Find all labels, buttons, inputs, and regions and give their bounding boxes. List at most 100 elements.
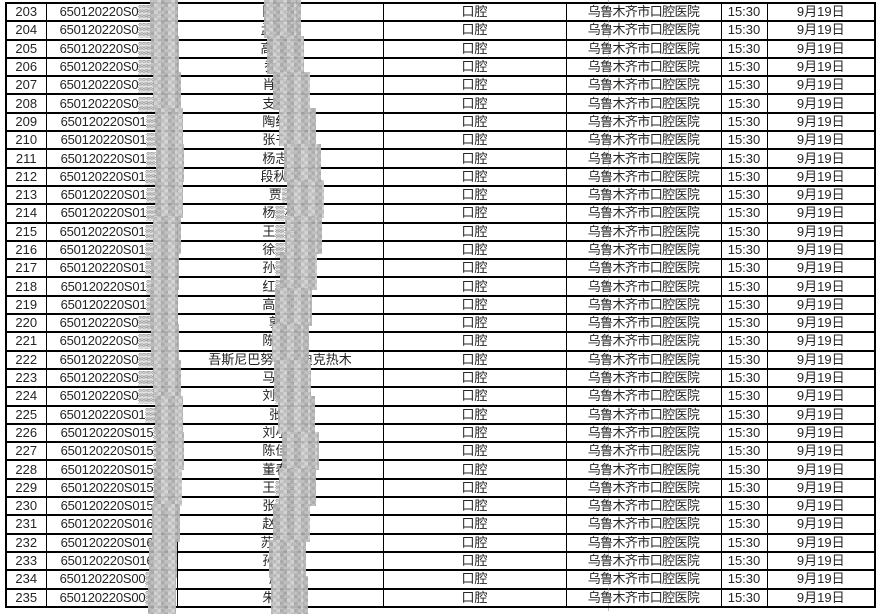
applicant-id-cell: 650120220S0▒▒5 [45,56,178,78]
department-cell: 口腔 [382,20,567,41]
date-cell: 9月19日 [766,514,876,535]
time-cell: 15:30 [720,166,768,187]
hospital-cell: 乌鲁木齐市口腔医院 [565,532,722,553]
row-number-cell: 207 [5,75,47,96]
time-cell: 15:30 [720,331,768,352]
date-cell: 9月19日 [766,148,876,169]
date-cell: 9月19日 [766,422,876,444]
date-cell: 9月19日 [766,203,876,224]
date-cell: 9月19日 [766,221,876,242]
applicant-name-cell: 贾▒ [176,184,384,206]
date-cell: 9月19日 [766,111,876,133]
row-number-cell: 224 [5,386,47,407]
table-row: 232 650120220S016▒ 苏贝贝 口腔 乌鲁木齐市口腔医院 15:3… [5,532,876,553]
table-row: 215 650120220S01▒▒ 王▒浩 口腔 乌鲁木齐市口腔医院 15:3… [5,221,876,242]
row-number-cell: 209 [5,111,47,133]
table-row: 222 650120220S0▒▒1 吾斯尼巴努·▒布迪克热木 口腔 乌鲁木齐市… [5,349,876,370]
applicant-id-cell: 650120220S016▒ [45,550,178,572]
time-cell: 15:30 [720,56,768,78]
applicant-id-cell: 650120220S01▒▒ [45,221,178,242]
applicant-id-cell: 650120220S015▒ [45,441,178,462]
department-cell: 口腔 [382,441,567,462]
table-row: 216 650120220S01▒▒ 徐▒明 口腔 乌鲁木齐市口腔医院 15:3… [5,239,876,261]
hospital-cell: 乌鲁木齐市口腔医院 [565,166,722,187]
hospital-cell: 乌鲁木齐市口腔医院 [565,56,722,78]
hospital-cell: 乌鲁木齐市口腔医院 [565,276,722,297]
hospital-cell: 乌鲁木齐市口腔医院 [565,495,722,517]
applicant-id-cell: 650120220S01▒▒ [45,404,178,425]
applicant-id-cell: 650120220S01▒2 [45,184,178,206]
date-cell: 9月19日 [766,349,876,370]
date-cell: 9月19日 [766,258,876,279]
hospital-cell: 乌鲁木齐市口腔医院 [565,367,722,389]
mosaic-id-segment [149,540,177,578]
row-number-cell: 229 [5,477,47,499]
row-number-cell: 232 [5,532,47,553]
table-row: 220 650120220S0▒▒9 郭▒ 口腔 乌鲁木齐市口腔医院 15:30… [5,313,876,334]
date-cell: 9月19日 [766,184,876,206]
table-row: 224 650120220S0▒▒3 刘▒雪 口腔 乌鲁木齐市口腔医院 15:3… [5,386,876,407]
mosaic-id-segment [150,288,178,326]
row-number-cell: 208 [5,93,47,114]
mosaic-name-segment [269,540,306,578]
department-cell: 口腔 [382,166,567,187]
table-row: 229 650120220S015▒ 王▒言 口腔 乌鲁木齐市口腔医院 15:3… [5,477,876,499]
time-cell: 15:30 [720,422,768,444]
date-cell: 9月19日 [766,587,876,608]
mosaic-id-segment [151,324,179,362]
department-cell: 口腔 [382,111,567,133]
time-cell: 15:30 [720,367,768,389]
table-row: 212 650120220S01▒▒ 段秋雨 口腔 乌鲁木齐市口腔医院 15:3… [5,166,876,187]
time-cell: 15:30 [720,532,768,553]
time-cell: 15:30 [720,148,768,169]
mosaic-name-segment [264,0,301,38]
time-cell: 15:30 [720,130,768,151]
date-cell: 9月19日 [766,550,876,572]
applicant-id-cell: 650120220S016▒ [45,514,178,535]
department-cell: 口腔 [382,93,567,114]
row-number-cell: 223 [5,367,47,389]
department-cell: 口腔 [382,75,567,96]
mosaic-name-segment [273,504,310,542]
department-cell: 口腔 [382,459,567,480]
date-cell: 9月19日 [766,166,876,187]
hospital-cell: 乌鲁木齐市口腔医院 [565,313,722,334]
row-number-cell: 226 [5,422,47,444]
table-row: 211 650120220S01▒0 杨志▒ 口腔 乌鲁木齐市口腔医院 15:3… [5,148,876,169]
table-row: 218 650120220S01▒7 红▒林 口腔 乌鲁木齐市口腔医院 15:3… [5,276,876,297]
time-cell: 15:30 [720,38,768,59]
applicant-name-cell: 段秋雨 [176,166,384,187]
table-row: 233 650120220S016▒ 孙山▒ 口腔 乌鲁木齐市口腔医院 15:3… [5,550,876,572]
applicant-id-cell: 650120220S0▒▒7 [45,93,178,114]
table-row: 203 650120220S0▒▒2 陈▒永 口腔 乌鲁木齐市口腔医院 15:3… [5,1,876,23]
table-row: 219 650120220S01▒8 高▒明 口腔 乌鲁木齐市口腔医院 15:3… [5,294,876,316]
applicant-name-cell: 陈佳▒ [176,441,384,462]
time-cell: 15:30 [720,221,768,242]
row-number-cell: 203 [5,1,47,23]
row-number-cell: 235 [5,587,47,608]
hospital-cell: 乌鲁木齐市口腔医院 [565,477,722,499]
table-row: 206 650120220S0▒▒5 乔▒▒ 口腔 乌鲁木齐市口腔医院 15:3… [5,56,876,78]
mosaic-id-segment [154,468,182,506]
mosaic-id-segment [153,360,181,398]
table-row: 223 650120220S0▒▒2 马▒晶 口腔 乌鲁木齐市口腔医院 15:3… [5,367,876,389]
department-cell: 口腔 [382,130,567,151]
table-row: 231 650120220S016▒ 赵▒轩 口腔 乌鲁木齐市口腔医院 15:3… [5,514,876,535]
date-cell: 9月19日 [766,477,876,499]
time-cell: 15:30 [720,495,768,517]
time-cell: 15:30 [720,203,768,224]
applicant-id-cell: 650120220S01▒0 [45,148,178,169]
hospital-cell: 乌鲁木齐市口腔医院 [565,203,722,224]
date-cell: 9月19日 [766,313,876,334]
hospital-cell: 乌鲁木齐市口腔医院 [565,514,722,535]
table-row: 210 650120220S01▒9 张书▒ 口腔 乌鲁木齐市口腔医院 15:3… [5,130,876,151]
table-row: 207 650120220S0▒▒6 肖智▒ 口腔 乌鲁木齐市口腔医院 15:3… [5,75,876,96]
mosaic-id-segment [156,432,184,470]
table-row: 234 650120220S00▒▒ 周▒ 口腔 乌鲁木齐市口腔医院 15:30… [5,569,876,590]
hospital-cell: 乌鲁木齐市口腔医院 [565,331,722,352]
hospital-cell: 乌鲁木齐市口腔医院 [565,459,722,480]
applicant-id-cell: 650120220S0▒▒2 [45,1,178,23]
date-cell: 9月19日 [766,441,876,462]
row-number-cell: 204 [5,20,47,41]
department-cell: 口腔 [382,258,567,279]
